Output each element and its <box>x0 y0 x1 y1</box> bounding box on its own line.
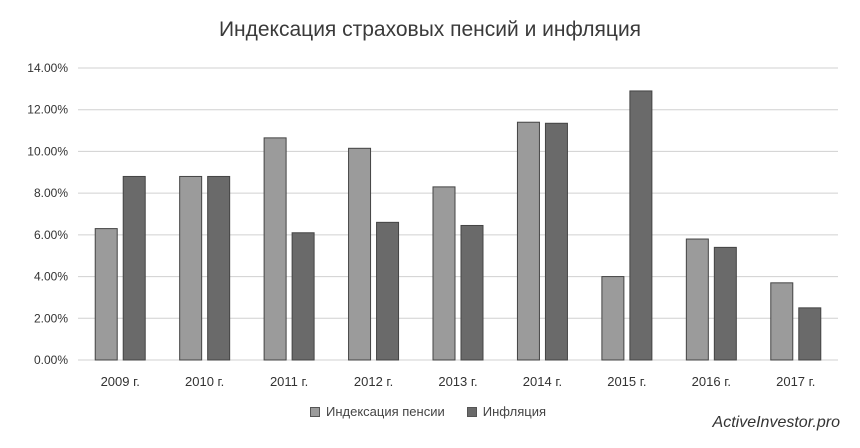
bars <box>94 90 822 361</box>
x-tick-label: 2017 г. <box>776 374 815 389</box>
bar-inflation <box>713 246 737 361</box>
x-tick-label: 2011 г. <box>270 374 308 389</box>
bar-pension <box>685 238 709 361</box>
y-tick-label: 6.00% <box>34 228 68 242</box>
bar-pension <box>770 282 794 361</box>
y-tick-label: 2.00% <box>34 311 68 325</box>
bar-pension <box>179 175 203 361</box>
y-tick-label: 8.00% <box>34 186 68 200</box>
legend: Индексация пенсии Инфляция <box>310 404 546 419</box>
legend-swatch-inflation <box>466 406 477 417</box>
legend-swatch-pension <box>310 406 320 417</box>
bar-inflation <box>544 122 568 361</box>
bar-pension <box>263 137 287 361</box>
legend-item-pension: Индексация пенсии <box>310 404 445 419</box>
x-tick-label: 2016 г. <box>692 374 731 389</box>
bar-pension <box>432 186 456 361</box>
bar-pension <box>94 228 118 361</box>
bar-inflation <box>122 175 146 361</box>
legend-label-inflation: Инфляция <box>482 404 547 419</box>
chart-title: Индексация страховых пенсий и инфляция <box>218 18 642 41</box>
y-tick-label: 14.00% <box>27 61 68 75</box>
x-tick-label: 2009 г. <box>101 374 140 389</box>
bar-pension <box>601 276 625 361</box>
y-tick-label: 0.00% <box>34 353 68 367</box>
bar-inflation <box>798 307 822 361</box>
x-tick-label: 2012 г. <box>354 374 393 389</box>
legend-item-inflation: Инфляция <box>466 404 547 419</box>
x-tick-label: 2013 г. <box>438 374 477 389</box>
x-axis-ticks: 2009 г. 2010 г. 2011 г. 2012 г. 2013 г. 2014 … <box>101 374 816 389</box>
y-tick-label: 12.00% <box>27 103 68 117</box>
x-tick-label: 2014 г. <box>523 374 562 389</box>
y-axis-ticks: 0.00% 2.00% 4.00% 6.00% 8.00% 10.00% 12.00% 14.… <box>27 61 68 367</box>
bar-inflation <box>460 224 484 361</box>
watermark: ActiveInvestor.pro <box>712 414 840 431</box>
x-tick-label: 2010 г. <box>185 374 224 389</box>
bar-pension <box>348 147 372 361</box>
bar-pension <box>516 121 540 361</box>
y-tick-label: 10.00% <box>27 144 68 158</box>
legend-label-pension: Индексация пенсии <box>326 404 445 419</box>
y-tick-label: 4.00% <box>34 270 68 284</box>
bar-inflation <box>291 232 315 361</box>
x-tick-label: 2015 г. <box>607 374 646 389</box>
gridlines <box>78 67 838 361</box>
bar-inflation <box>376 221 400 361</box>
bar-inflation <box>207 175 231 361</box>
bar-inflation <box>629 90 653 361</box>
